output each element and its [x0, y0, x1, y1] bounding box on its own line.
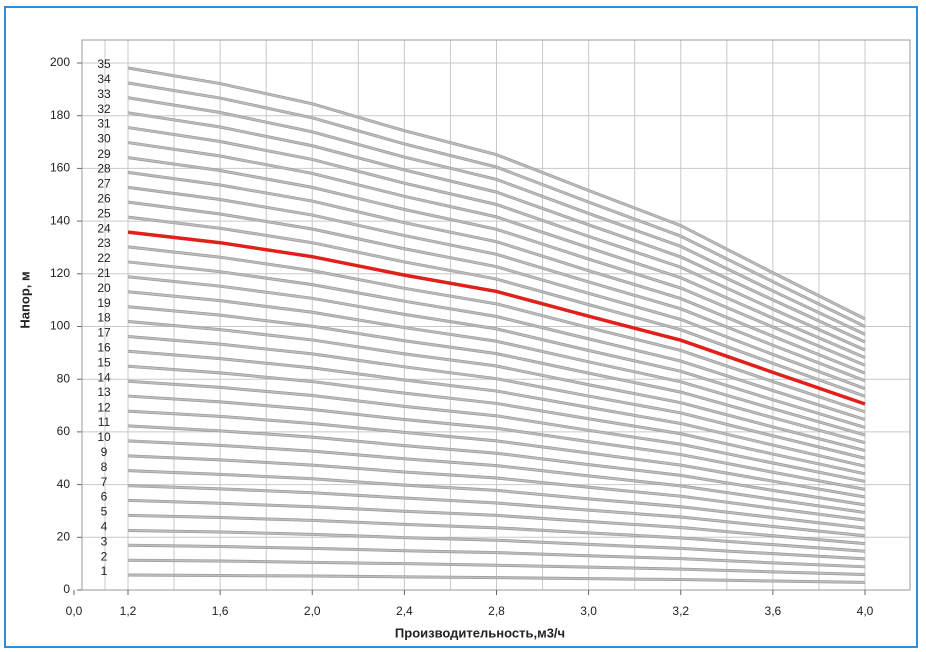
curve — [127, 440, 866, 514]
curve-label: 18 — [97, 311, 111, 325]
curve-label: 20 — [97, 281, 111, 295]
curve-label: 13 — [97, 385, 111, 399]
y-tick-label: 200 — [50, 55, 70, 69]
curve — [127, 201, 866, 390]
curve — [127, 112, 866, 343]
curve-label: 35 — [97, 57, 111, 71]
curve — [127, 320, 866, 452]
curve-label: 11 — [98, 415, 111, 429]
curve — [127, 544, 866, 568]
y-tick-label: 140 — [50, 213, 70, 227]
curve — [127, 365, 866, 475]
x-tick-label: 0,0 — [66, 604, 83, 618]
x-tick-label: 2,0 — [304, 604, 321, 618]
curve-label: 1 — [101, 564, 108, 578]
x-tick-label: 3,0 — [580, 604, 597, 618]
curve — [127, 410, 866, 498]
curve — [127, 67, 866, 320]
y-tick-label: 0 — [63, 582, 70, 596]
curve-label: 24 — [97, 221, 111, 235]
curve-label: 7 — [101, 475, 108, 489]
curve — [127, 246, 866, 413]
curve-label: 10 — [97, 430, 111, 444]
y-tick-label: 120 — [50, 266, 70, 280]
curve-label: 8 — [101, 460, 108, 474]
curve — [127, 290, 866, 436]
curve — [127, 574, 866, 584]
x-tick-label: 1,2 — [120, 604, 137, 618]
curve-label: 32 — [97, 102, 111, 116]
curve — [127, 126, 866, 351]
x-tick-label: 1,6 — [212, 604, 229, 618]
curve-label: 33 — [97, 87, 111, 101]
curve — [127, 425, 866, 506]
curve-label: 19 — [97, 296, 111, 310]
curve — [127, 171, 866, 374]
curve — [127, 230, 866, 406]
curve-label: 27 — [97, 177, 111, 191]
curve — [127, 305, 866, 444]
y-tick-label: 100 — [50, 319, 70, 333]
curve — [127, 529, 866, 560]
curve-label: 23 — [97, 236, 111, 250]
curve-label: 17 — [97, 326, 111, 340]
x-axis-title: Производительность,м3/ч — [395, 625, 565, 640]
x-tick-label: 3,2 — [672, 604, 689, 618]
curve-label: 26 — [97, 191, 111, 205]
x-tick-label: 2,4 — [396, 604, 413, 618]
x-tick-label: 4,0 — [857, 604, 874, 618]
curve-label: 14 — [97, 370, 111, 384]
y-tick-label: 160 — [50, 161, 70, 175]
curve — [127, 484, 866, 537]
curve — [127, 455, 866, 521]
curve-label: 3 — [101, 534, 108, 548]
curve — [127, 261, 866, 421]
curve — [127, 350, 866, 467]
curve-label: 15 — [97, 355, 111, 369]
curves — [127, 66, 866, 584]
y-tick-label: 180 — [50, 108, 70, 122]
curve — [127, 82, 866, 328]
y-tick-label: 60 — [57, 424, 71, 438]
curve — [127, 335, 866, 460]
curve — [127, 514, 866, 553]
curve-label: 34 — [97, 72, 111, 86]
curve — [127, 186, 866, 382]
curve-label: 12 — [97, 400, 111, 414]
curve-label: 30 — [97, 132, 111, 146]
curve-label: 2 — [101, 549, 108, 563]
curve — [127, 395, 866, 491]
x-tick-label: 2,8 — [488, 604, 505, 618]
y-tick-label: 20 — [57, 529, 71, 543]
curve-label: 22 — [97, 251, 111, 265]
curve-label: 28 — [97, 162, 111, 176]
curve — [127, 216, 866, 398]
curve — [127, 469, 866, 529]
curve — [127, 380, 866, 483]
curve-label: 31 — [97, 117, 111, 131]
curve — [127, 96, 866, 336]
curve-label: 21 — [97, 266, 111, 280]
curve — [127, 275, 866, 429]
curve-label: 9 — [101, 445, 108, 459]
curve — [127, 499, 866, 545]
frame — [4, 6, 918, 648]
y-tick-label: 80 — [57, 371, 71, 385]
x-tick-label: 3,6 — [765, 604, 782, 618]
curve-label: 25 — [97, 206, 111, 220]
curve-label: 5 — [101, 505, 108, 519]
curve-label: 29 — [97, 147, 111, 161]
y-tick-label: 40 — [57, 477, 71, 491]
curve — [127, 559, 866, 576]
curve-label: 16 — [97, 340, 111, 354]
curve-label: 6 — [101, 490, 108, 504]
curve-label: 4 — [101, 520, 108, 534]
y-axis-title: Напор, м — [17, 271, 32, 328]
curve — [127, 141, 866, 359]
curve — [127, 156, 866, 366]
